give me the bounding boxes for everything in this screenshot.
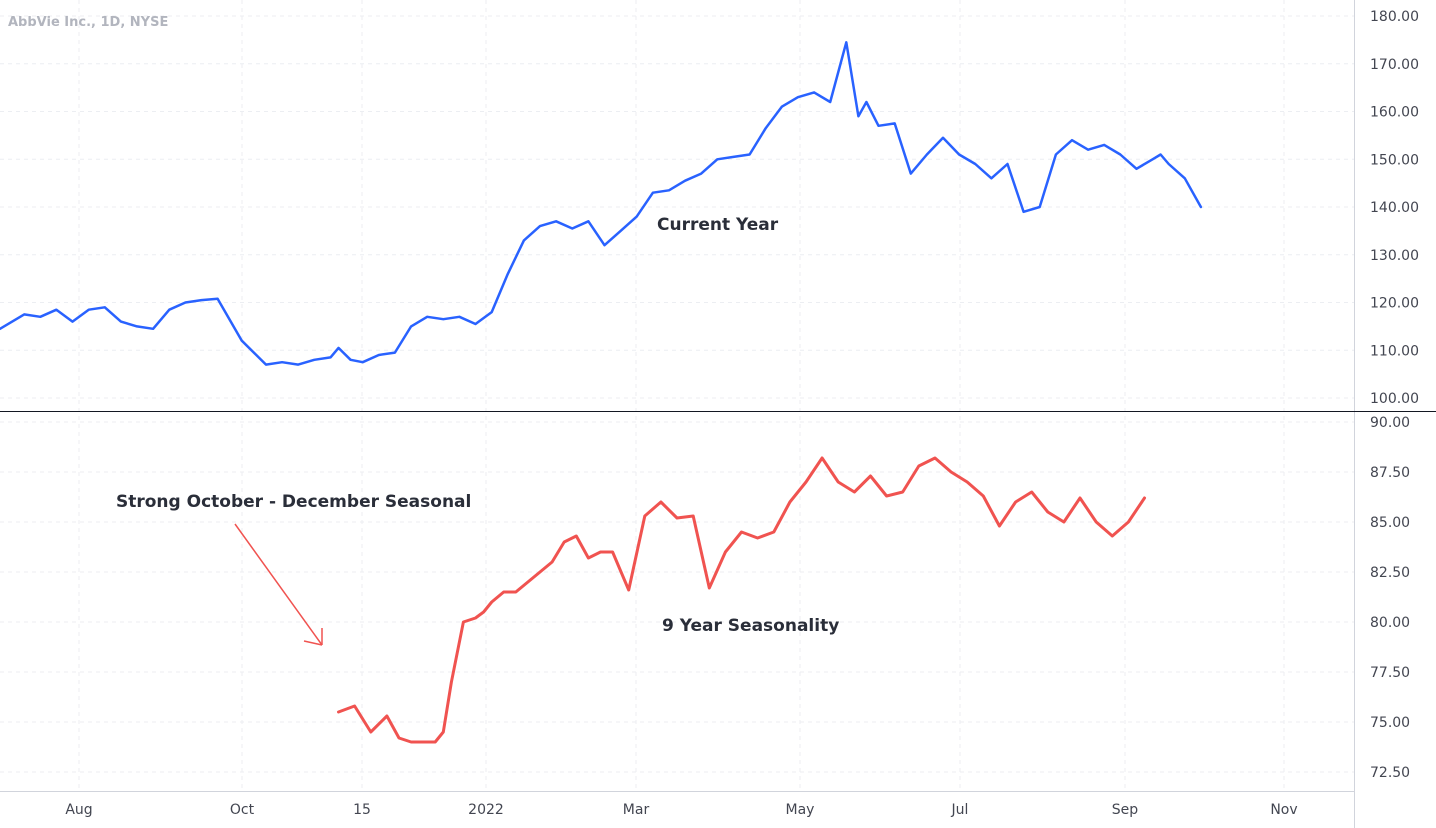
bottom-y-tick-label: 80.00 (1370, 615, 1410, 631)
top-price-axis[interactable]: 180.00 170.00 160.00 150.00 140.00 130.00 120.… (1370, 9, 1419, 407)
x-tick-label: May (786, 802, 815, 818)
bottom-y-tick-label: 87.50 (1370, 465, 1410, 481)
bottom-y-tick-label: 77.50 (1370, 665, 1410, 681)
bottom-y-tick-label: 82.50 (1370, 565, 1410, 581)
top-y-tick-label: 180.00 (1370, 9, 1419, 25)
bottom-pane-grid (0, 421, 1354, 773)
x-tick-label: 15 (353, 802, 371, 818)
time-axis[interactable]: Aug Oct 15 2022 Mar May Jul Sep Nov (65, 802, 1297, 818)
top-y-tick-label: 110.00 (1370, 343, 1419, 359)
x-tick-label: Mar (623, 802, 650, 818)
top-y-tick-label: 100.00 (1370, 391, 1419, 407)
seasonality-label: 9 Year Seasonality (662, 616, 839, 636)
seasonality-line (337, 456, 1146, 744)
bottom-y-tick-label: 75.00 (1370, 715, 1410, 731)
bottom-y-tick-label: 90.00 (1370, 415, 1410, 431)
time-grid (78, 0, 1285, 791)
x-tick-label: Nov (1270, 802, 1297, 818)
top-pane-grid (0, 15, 1354, 399)
x-tick-label: Oct (230, 802, 255, 818)
top-y-tick-label: 130.00 (1370, 248, 1419, 264)
bottom-y-tick-label: 85.00 (1370, 515, 1410, 531)
bottom-y-tick-label: 72.50 (1370, 765, 1410, 781)
x-tick-label: 2022 (468, 802, 504, 818)
bottom-price-axis[interactable]: 90.00 87.50 85.00 82.50 80.00 77.50 75.00 72.50 (1370, 415, 1410, 781)
current-year-line (0, 41, 1203, 366)
top-y-tick-label: 170.00 (1370, 57, 1419, 73)
x-tick-label: Aug (65, 802, 92, 818)
top-y-tick-label: 160.00 (1370, 105, 1419, 121)
top-y-tick-label: 120.00 (1370, 296, 1419, 312)
seasonal-callout-label: Strong October - December Seasonal (116, 492, 471, 512)
x-tick-label: Jul (951, 802, 969, 818)
symbol-title: AbbVie Inc., 1D, NYSE (8, 15, 168, 30)
x-tick-label: Sep (1112, 802, 1139, 818)
top-y-tick-label: 140.00 (1370, 200, 1419, 216)
top-y-tick-label: 150.00 (1370, 152, 1419, 168)
current-year-label: Current Year (657, 215, 779, 235)
callout-arrow (234, 523, 323, 646)
